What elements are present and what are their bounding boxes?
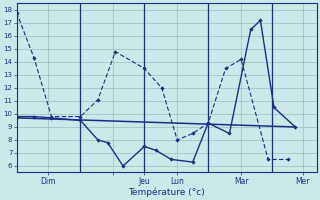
X-axis label: Température (°c): Température (°c) [128, 187, 205, 197]
